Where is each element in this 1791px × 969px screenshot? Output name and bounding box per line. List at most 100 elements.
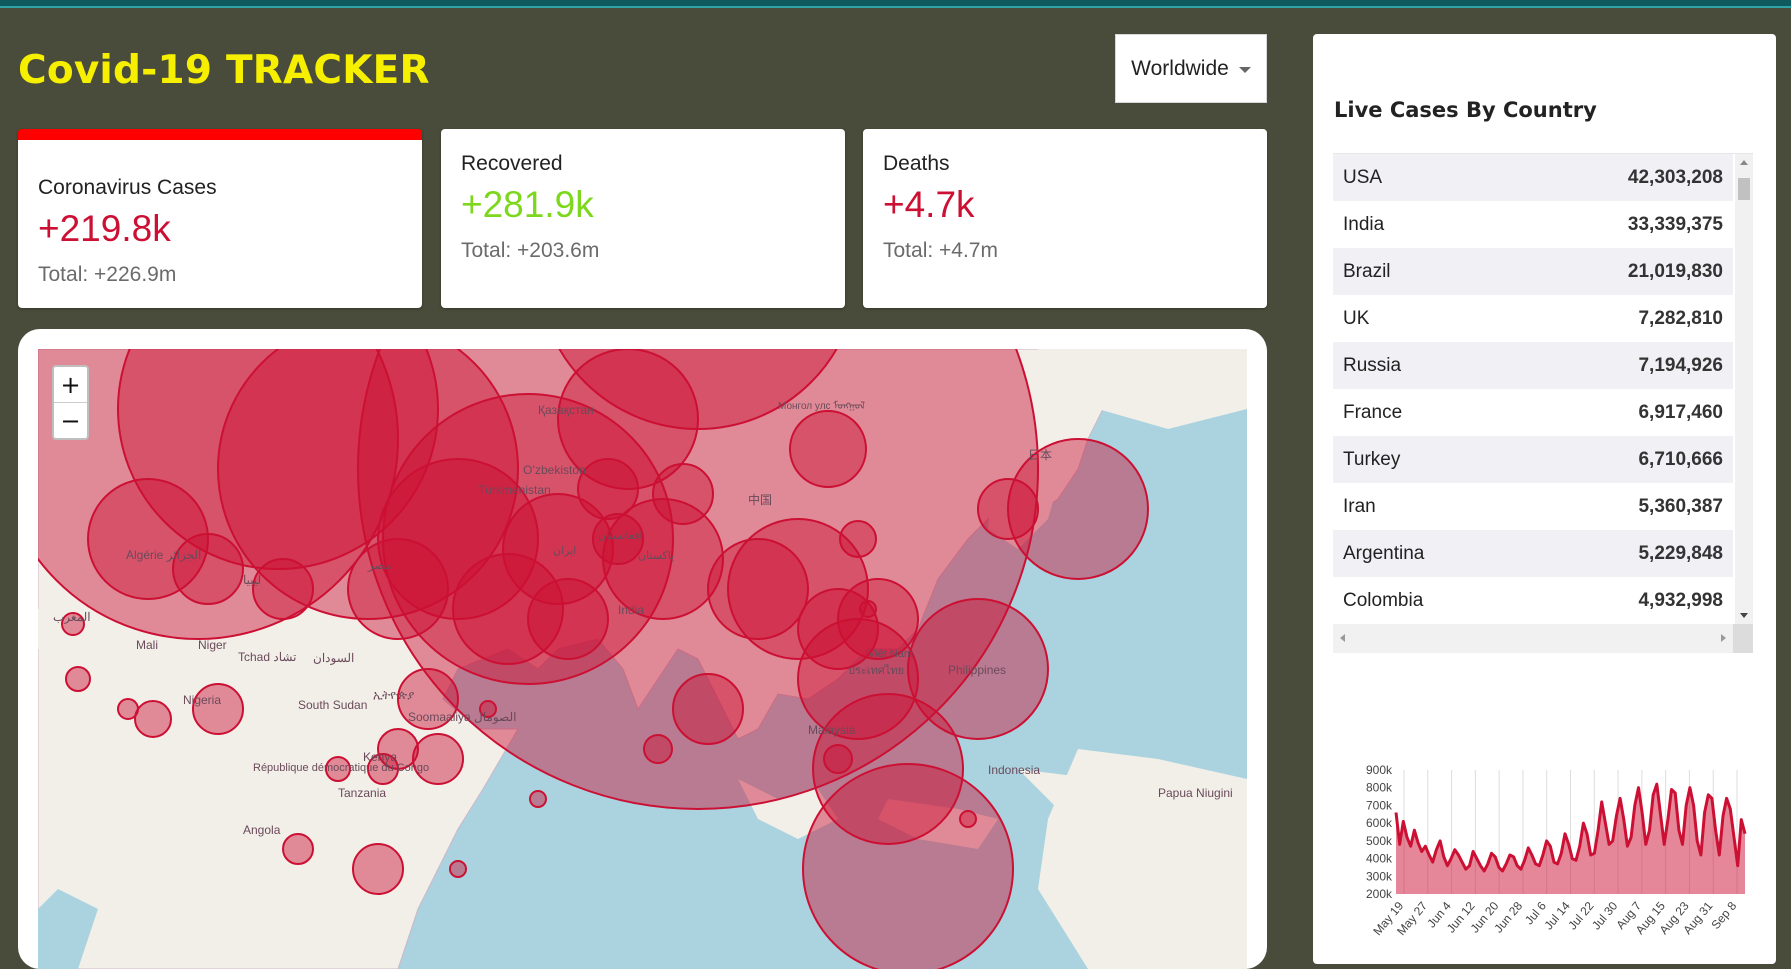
circle-philippines [907, 598, 1049, 740]
chart-x-tick-label: Jul 14 [1541, 899, 1573, 933]
label-india: India [618, 603, 644, 617]
deaths-card[interactable]: Deaths +4.7k Total: +4.7m [863, 129, 1267, 308]
row-country: Turkey [1343, 448, 1401, 470]
row-cases: 6,917,460 [1638, 401, 1723, 423]
table-row[interactable]: Argentina 5,229,848 [1333, 530, 1733, 577]
label-angola: Angola [243, 823, 281, 837]
scroll-thumb[interactable] [1738, 178, 1750, 200]
scroll-up-icon[interactable] [1740, 160, 1748, 165]
circle-kenya [412, 733, 464, 785]
zoom-out-button[interactable]: − [54, 402, 87, 438]
chart-x-tick-label: Jul 22 [1565, 899, 1597, 933]
circle-algeria [172, 533, 244, 605]
circle-thailand [797, 618, 919, 740]
circle-afghanistan [592, 513, 644, 565]
land-eurasia-africa [38, 349, 1118, 969]
recovered-card[interactable]: Recovered +281.9k Total: +203.6m [441, 129, 845, 308]
label-mongolia: Монгол улс ᠮᠣᠩᠭᠣᠯ [778, 400, 865, 412]
table-row[interactable]: UK 7,282,810 [1333, 295, 1733, 342]
chart-y-tick-label: 400k [1366, 852, 1393, 866]
right-panel: Live Cases By Country USA 42,303,208 Ind… [1313, 34, 1776, 964]
cases-card-total: Total: +226.9m [38, 263, 177, 286]
place-labels: Қазақстан Oʻzbekiston Türkmenistan 中国 日本… [53, 400, 1233, 837]
horizontal-scrollbar[interactable] [1333, 624, 1733, 653]
circle-mauritania [61, 612, 85, 636]
table-row[interactable]: Russia 7,194,926 [1333, 342, 1733, 389]
circle-kyrgyzstan [652, 463, 714, 525]
circle-iraq [377, 458, 539, 620]
chart-x-tick-label: Jul 30 [1589, 899, 1621, 933]
circle-korea [977, 478, 1039, 540]
circle-russia-west [217, 349, 519, 620]
circle-senegal [65, 666, 91, 692]
row-cases: 21,019,830 [1627, 260, 1723, 282]
scroll-left-icon[interactable] [1340, 634, 1345, 642]
chart-y-tick-label: 700k [1366, 798, 1393, 812]
circle-china [839, 520, 877, 558]
circle-turkey [382, 393, 674, 685]
chart-y-tick-label: 500k [1366, 834, 1393, 848]
label-kenya: Kenya [363, 750, 397, 764]
label-morocco: المغرب [53, 610, 91, 624]
circle-egypt [347, 538, 449, 640]
zoom-control: + − [52, 365, 89, 440]
circle-timor [959, 810, 977, 828]
map-svg: Қазақстан Oʻzbekiston Türkmenistan 中国 日本… [38, 349, 1247, 969]
deaths-card-total: Total: +4.7m [883, 239, 998, 262]
table-row[interactable]: India 33,339,375 [1333, 201, 1733, 248]
row-cases: 5,229,848 [1638, 542, 1723, 564]
table-row[interactable]: Colombia 4,932,998 [1333, 577, 1733, 624]
table-row[interactable]: USA 42,303,208 [1333, 154, 1733, 201]
table-row[interactable]: Brazil 21,019,830 [1333, 248, 1733, 295]
browser-top-bar [0, 0, 1791, 8]
row-cases: 4,932,998 [1638, 589, 1723, 611]
vertical-scrollbar[interactable] [1735, 154, 1753, 624]
row-cases: 5,360,387 [1638, 495, 1723, 517]
scroll-down-icon[interactable] [1740, 613, 1748, 618]
chart-y-tick-label: 900k [1366, 763, 1393, 777]
row-country: Argentina [1343, 542, 1425, 564]
scroll-right-icon[interactable] [1721, 634, 1726, 642]
table-row[interactable]: Iran 5,360,387 [1333, 483, 1733, 530]
live-cases-table[interactable]: USA 42,303,208 India 33,339,375 Brazil 2… [1333, 153, 1753, 653]
row-country: Colombia [1343, 589, 1424, 611]
row-country: Russia [1343, 354, 1402, 376]
label-egypt: مصر [367, 558, 391, 572]
world-map[interactable]: Қазақстан Oʻzbekiston Türkmenistan 中国 日本… [38, 349, 1247, 969]
circle-zambia [352, 843, 404, 895]
table-row[interactable]: France 6,917,460 [1333, 389, 1733, 436]
map-card: Қазақстан Oʻzbekiston Türkmenistan 中国 日本… [18, 329, 1267, 969]
deaths-card-label: Deaths [883, 152, 950, 175]
table-row[interactable]: Turkey 6,710,666 [1333, 436, 1733, 483]
cases-card-label: Coronavirus Cases [38, 176, 217, 199]
circle-seychelles [529, 790, 547, 808]
label-malaysia: Malaysia [808, 723, 856, 737]
label-afghanistan: افغانستان [598, 530, 643, 542]
circle-iran [502, 493, 614, 605]
cases-card[interactable]: Coronavirus Cases +219.8k Total: +226.9m [18, 129, 422, 308]
cases-line-chart: 900k 800k 700k 600k 500k 400k 300k 200k May 19 Ma… [1333, 724, 1753, 964]
circle-indonesia [802, 763, 1014, 969]
row-country: UK [1343, 307, 1370, 329]
circle-malaysia [812, 693, 964, 845]
label-turkmenistan: Türkmenistan [478, 483, 551, 497]
country-select[interactable]: Worldwide [1115, 34, 1267, 103]
circle-morocco [87, 478, 209, 600]
label-uzbekistan: Oʻzbekiston [523, 463, 586, 477]
row-cases: 6,710,666 [1638, 448, 1723, 470]
label-kazakhstan: Қазақстан [538, 403, 594, 417]
case-circles [38, 349, 1149, 969]
label-ethiopia: ኢትዮጵያ [373, 688, 414, 702]
chart-line [1394, 782, 1747, 873]
label-iran: ایران [553, 545, 576, 557]
label-algeria: Algérie الجزائر [126, 548, 201, 562]
circle-oman [527, 578, 609, 660]
zoom-in-button[interactable]: + [60, 370, 81, 399]
circle-japan [1007, 438, 1149, 580]
row-country: France [1343, 401, 1403, 423]
row-cases: 7,282,810 [1638, 307, 1723, 329]
cases-card-value: +219.8k [38, 208, 171, 249]
circle-western-europe [117, 349, 439, 570]
circle-myanmar [797, 588, 879, 670]
